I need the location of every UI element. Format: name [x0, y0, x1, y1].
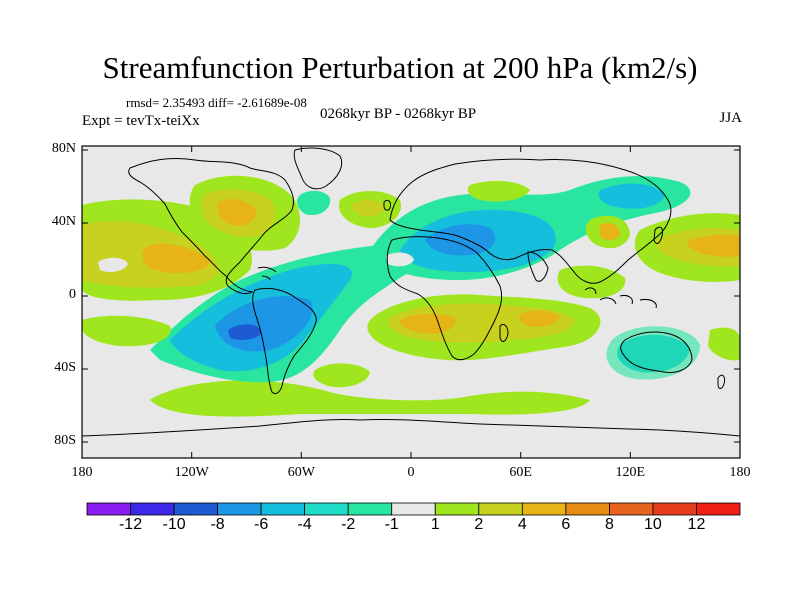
antarctica-coast [82, 418, 740, 437]
north-atlantic-green [297, 190, 331, 216]
colorbar-label: 12 [687, 516, 706, 533]
season-label: JJA [719, 110, 742, 126]
north-america-orange [217, 199, 257, 226]
colorbar-box [260, 502, 306, 516]
madagascar-coast [499, 323, 509, 342]
southwest-pacific-green [708, 327, 740, 361]
colorbar-box [173, 502, 218, 516]
south-indian-orange [519, 310, 560, 327]
africa-coast [386, 236, 503, 361]
colorbar-label: 2 [474, 516, 484, 533]
colorbar-label: -8 [210, 516, 225, 533]
x-tick-label: 120W [174, 465, 209, 480]
colorbar-label: -12 [118, 516, 143, 533]
y-tick-label: 40N [51, 214, 76, 229]
x-tick-label: 60W [287, 465, 315, 480]
y-tick-label: 80S [54, 433, 76, 448]
uk-coast [383, 199, 391, 211]
colorbar-label: 8 [604, 516, 614, 533]
japan-coast [653, 226, 663, 244]
colorbar-boxes [86, 502, 741, 516]
north-pacific-orange [142, 243, 210, 274]
south-america-coast [252, 287, 317, 395]
x-tick-label: 180 [71, 465, 93, 480]
colorbar-box [478, 502, 523, 516]
colorbar-box [696, 502, 741, 516]
y-tick-label: 0 [69, 287, 76, 302]
x-tick-label: 60E [509, 465, 532, 480]
experiment-label: Expt = tevTx-teiXx [82, 113, 200, 129]
south-africa-orange [400, 313, 456, 334]
colorbar-box [217, 502, 262, 516]
y-tick-label: 40S [54, 360, 76, 375]
eurasia-coast [389, 158, 672, 284]
x-tick-label: 180 [729, 465, 751, 480]
colorbar-label: 10 [644, 516, 662, 533]
east-asia-orange [600, 223, 620, 241]
colorbar-box [391, 502, 436, 516]
indonesia-islands [584, 287, 657, 309]
india-coast [527, 251, 549, 282]
colorbar-label: -1 [384, 516, 399, 533]
maritime-continent-green [557, 265, 626, 299]
colorbar-box [130, 502, 175, 516]
colorbar-label: 4 [517, 516, 527, 533]
axis-ticks [82, 146, 740, 458]
west-pacific-orange [687, 234, 740, 257]
colorbar-label: 1 [430, 516, 440, 533]
y-tick-label: 80N [51, 141, 76, 156]
colorbar-label: -4 [297, 516, 312, 533]
colorbar-label: -2 [341, 516, 356, 533]
siberia-green [467, 180, 530, 202]
anomaly-field [82, 175, 740, 417]
x-tick-label: 0 [407, 465, 415, 480]
southern-green-band [150, 380, 590, 417]
atlantic-neutral-patch [386, 252, 414, 267]
stats-label: rmsd= 2.35493 diff= -2.61689e-08 [126, 95, 307, 110]
colorbar-box [86, 502, 131, 516]
colorbar-box [347, 502, 393, 516]
colorbar-box [652, 502, 697, 516]
middle-east-blue [425, 224, 496, 256]
new-zealand-coast [717, 374, 725, 389]
europe-yellow [351, 199, 385, 217]
asia-cyan [598, 183, 665, 209]
australia-green [606, 326, 700, 380]
period-label: 0268kyr BP - 0268kyr BP [320, 106, 477, 122]
coastlines [82, 147, 740, 437]
pacific-neutral-patch [98, 257, 128, 272]
map-title: Streamfunction Perturbation at 200 hPa (… [102, 50, 698, 85]
colorbar-label: -6 [254, 516, 269, 533]
caribbean-islands [257, 266, 277, 281]
colorbar-box [609, 502, 654, 516]
australia-coast [620, 331, 693, 373]
colorbar-label: -10 [162, 516, 186, 533]
colorbar-box [434, 502, 480, 516]
colorbar-box [521, 502, 567, 516]
colorbar-label: 6 [561, 516, 571, 533]
colorbar-box [304, 502, 349, 516]
south-america-deep-blue [228, 324, 262, 340]
south-atlantic-green [313, 363, 370, 388]
colorbar-box [565, 502, 610, 516]
x-tick-label: 120E [615, 465, 646, 480]
south-pacific-green [82, 315, 171, 347]
north-america-coast [128, 157, 295, 295]
greenland-coast [293, 147, 343, 190]
